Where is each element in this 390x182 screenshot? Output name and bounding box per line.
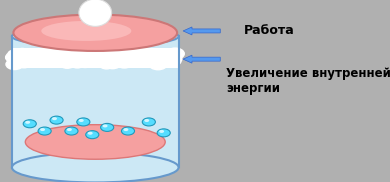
Circle shape (123, 52, 134, 58)
Circle shape (103, 124, 108, 127)
Circle shape (67, 128, 72, 131)
Circle shape (154, 50, 167, 58)
Circle shape (96, 47, 114, 58)
Circle shape (118, 55, 130, 63)
Circle shape (33, 50, 46, 58)
Circle shape (25, 49, 36, 56)
Polygon shape (12, 48, 179, 68)
Circle shape (149, 59, 167, 70)
Circle shape (85, 53, 98, 61)
Circle shape (16, 48, 28, 56)
Circle shape (141, 51, 152, 58)
Circle shape (99, 55, 115, 64)
Circle shape (68, 50, 81, 58)
Text: Увеличение внутренней
энергии: Увеличение внутренней энергии (226, 67, 390, 95)
Circle shape (82, 48, 98, 58)
Circle shape (5, 52, 25, 63)
Circle shape (54, 53, 69, 62)
Circle shape (169, 58, 181, 65)
Circle shape (69, 55, 81, 62)
Circle shape (162, 59, 176, 67)
Circle shape (142, 118, 155, 126)
Circle shape (92, 53, 107, 62)
Circle shape (121, 52, 139, 63)
Circle shape (48, 58, 62, 66)
Circle shape (105, 54, 121, 64)
Circle shape (129, 58, 140, 65)
Circle shape (50, 47, 67, 57)
Circle shape (138, 52, 157, 64)
Circle shape (138, 59, 150, 67)
Circle shape (24, 53, 37, 60)
Circle shape (99, 60, 113, 69)
Circle shape (70, 59, 85, 68)
Circle shape (167, 55, 182, 64)
Circle shape (78, 59, 92, 68)
Circle shape (65, 127, 78, 135)
Ellipse shape (13, 15, 177, 51)
Circle shape (76, 53, 91, 62)
Circle shape (30, 57, 46, 67)
Circle shape (37, 55, 52, 64)
Circle shape (59, 59, 75, 68)
Circle shape (88, 132, 93, 135)
Circle shape (52, 117, 57, 120)
Circle shape (80, 56, 99, 67)
Circle shape (103, 47, 121, 58)
Circle shape (105, 59, 121, 69)
Circle shape (121, 127, 135, 135)
Circle shape (53, 60, 64, 66)
Circle shape (38, 127, 51, 135)
Circle shape (16, 58, 32, 68)
Circle shape (131, 51, 146, 60)
Ellipse shape (79, 0, 112, 26)
Circle shape (119, 57, 137, 67)
Circle shape (76, 47, 94, 58)
Ellipse shape (41, 21, 131, 41)
Circle shape (154, 54, 165, 61)
Circle shape (16, 55, 27, 62)
FancyArrow shape (183, 55, 220, 63)
Ellipse shape (12, 152, 179, 182)
Circle shape (147, 52, 162, 62)
Circle shape (8, 50, 20, 57)
Ellipse shape (25, 125, 165, 159)
Circle shape (93, 59, 104, 66)
Circle shape (130, 55, 141, 62)
Circle shape (92, 48, 109, 58)
Circle shape (123, 128, 128, 131)
Circle shape (145, 52, 158, 60)
Circle shape (39, 58, 53, 66)
Circle shape (157, 129, 170, 137)
Circle shape (79, 119, 84, 122)
Circle shape (38, 49, 52, 57)
Circle shape (44, 54, 61, 65)
Circle shape (161, 56, 174, 63)
Circle shape (115, 57, 133, 68)
FancyArrow shape (183, 27, 220, 35)
Circle shape (101, 123, 114, 131)
Circle shape (40, 128, 45, 131)
Circle shape (164, 50, 176, 58)
Circle shape (144, 119, 149, 122)
Circle shape (61, 51, 80, 62)
Circle shape (25, 121, 30, 124)
Circle shape (147, 57, 161, 66)
Circle shape (58, 48, 76, 59)
Circle shape (115, 48, 128, 56)
Circle shape (25, 58, 36, 64)
Polygon shape (12, 36, 179, 167)
Circle shape (50, 116, 63, 124)
Circle shape (166, 48, 184, 59)
Circle shape (45, 49, 61, 59)
Circle shape (30, 55, 44, 64)
Circle shape (23, 120, 36, 128)
Circle shape (86, 131, 99, 139)
Circle shape (77, 118, 90, 126)
Text: Работа: Работа (244, 24, 295, 37)
Circle shape (6, 59, 23, 70)
Circle shape (159, 130, 164, 133)
